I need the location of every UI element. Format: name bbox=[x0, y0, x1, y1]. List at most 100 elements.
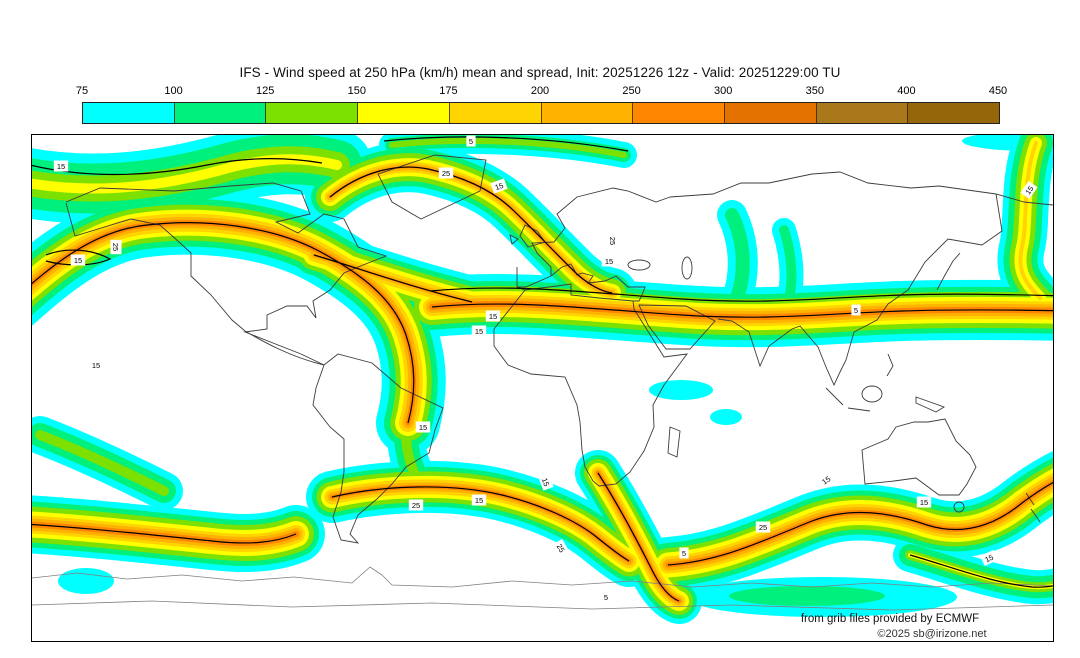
wind-speed-fill-layer bbox=[32, 135, 1053, 624]
colorbar-segment bbox=[724, 103, 817, 123]
coastline bbox=[953, 501, 965, 513]
svg-text:5: 5 bbox=[469, 137, 473, 146]
contour-label: 15 bbox=[1020, 180, 1038, 200]
svg-text:15: 15 bbox=[74, 256, 82, 265]
spread-contour bbox=[32, 523, 297, 544]
svg-text:15: 15 bbox=[475, 327, 483, 336]
svg-text:25: 25 bbox=[412, 501, 420, 510]
contour-label: 15 bbox=[980, 549, 998, 567]
contour-label: 15 bbox=[471, 325, 487, 337]
colorbar-tick-label: 150 bbox=[347, 85, 366, 97]
svg-text:5: 5 bbox=[682, 549, 686, 558]
colorbar-segment bbox=[174, 103, 267, 123]
svg-text:25: 25 bbox=[759, 523, 767, 532]
coastline bbox=[717, 193, 1003, 387]
svg-text:15: 15 bbox=[540, 477, 551, 488]
spread-contour bbox=[383, 136, 629, 152]
coastline bbox=[681, 256, 693, 280]
spread-contour bbox=[431, 303, 1053, 318]
svg-text:25: 25 bbox=[442, 169, 450, 178]
colorbar-segment bbox=[541, 103, 634, 123]
spread-contour bbox=[430, 287, 1053, 302]
coastline bbox=[493, 289, 688, 487]
wind-patch bbox=[649, 380, 713, 400]
colorbar-tick-label: 450 bbox=[988, 85, 1008, 97]
jet-band bbox=[35, 430, 169, 496]
world-map: 15 15 25 15 25 15 5 25 15 15 15 5 15 15 25 15 15 25 5 5 25 15… bbox=[31, 134, 1054, 642]
wind-patch bbox=[729, 586, 885, 606]
svg-text:15: 15 bbox=[605, 257, 613, 266]
contour-labels-layer: 15 15 25 15 25 15 5 25 15 15 15 5 15 15 25 15 15 25 5 5 25 15… bbox=[53, 135, 1038, 603]
contour-label: 25 bbox=[110, 239, 122, 255]
spread-contour bbox=[313, 254, 473, 303]
colorbar-segment bbox=[908, 103, 1000, 123]
colorbar-tick-label: 125 bbox=[256, 85, 275, 97]
colorbar-segment bbox=[449, 103, 542, 123]
contour-label: 15 bbox=[415, 421, 431, 433]
svg-text:5: 5 bbox=[854, 306, 858, 315]
chart-title: IFS - Wind speed at 250 hPa (km/h) mean … bbox=[239, 65, 841, 80]
spread-contour bbox=[597, 472, 680, 602]
coastlines-layer bbox=[32, 154, 1053, 611]
contour-label: 25 bbox=[438, 167, 454, 179]
coastline bbox=[32, 600, 1053, 611]
contour-label: 15 bbox=[538, 473, 554, 491]
svg-text:15: 15 bbox=[1023, 184, 1035, 196]
svg-text:15: 15 bbox=[419, 423, 427, 432]
svg-text:15: 15 bbox=[984, 553, 995, 565]
svg-text:15: 15 bbox=[494, 181, 505, 192]
spread-contour bbox=[667, 481, 1053, 566]
coastline bbox=[627, 259, 651, 271]
svg-text:15: 15 bbox=[92, 361, 100, 370]
coastline bbox=[32, 566, 1053, 588]
coastline bbox=[377, 154, 487, 220]
colorbar-segment bbox=[816, 103, 909, 123]
coastline bbox=[861, 418, 977, 496]
coastline bbox=[667, 426, 681, 458]
coastline bbox=[861, 385, 883, 403]
coastline bbox=[638, 304, 716, 350]
spread-contour bbox=[909, 554, 1053, 588]
colorbar-tick-label: 75 bbox=[75, 85, 89, 97]
colorbar-tick-label: 300 bbox=[714, 85, 733, 97]
contour-label: 15 bbox=[916, 496, 932, 508]
coastline bbox=[936, 252, 961, 291]
jet-band bbox=[389, 137, 627, 158]
contour-label: 15 bbox=[601, 255, 617, 267]
svg-text:15: 15 bbox=[820, 474, 832, 486]
coastline bbox=[65, 182, 388, 366]
wind-patch bbox=[710, 409, 742, 425]
svg-text:25: 25 bbox=[111, 243, 120, 251]
svg-text:15: 15 bbox=[57, 162, 65, 171]
spread-contour bbox=[32, 158, 323, 176]
colorbar-segment bbox=[633, 103, 725, 123]
colorbar-tick-label: 250 bbox=[622, 85, 641, 97]
svg-text:15: 15 bbox=[920, 498, 928, 507]
colorbar-segment bbox=[358, 103, 450, 123]
copyright-text: ©2025 sb@irizone.net bbox=[877, 628, 986, 640]
colorbar-tick-label: 200 bbox=[530, 85, 550, 97]
colorbar-tick-labels: 75 100 125 150 175 200 250 300 350 400 450 bbox=[76, 85, 1007, 98]
coastline bbox=[669, 171, 1053, 206]
colorbar-tick-label: 175 bbox=[439, 85, 458, 97]
jet-band bbox=[1018, 141, 1042, 300]
spread-contour bbox=[32, 222, 415, 424]
contour-label: 5 bbox=[466, 135, 476, 147]
svg-text:25: 25 bbox=[555, 542, 567, 554]
contour-label: 15 bbox=[70, 254, 86, 266]
coastline bbox=[1025, 492, 1041, 523]
contour-label: 15 bbox=[816, 471, 836, 489]
contour-label: 25 bbox=[755, 521, 771, 533]
coastline bbox=[825, 353, 946, 413]
contour-label: 15 bbox=[485, 310, 501, 322]
contour-label: 25 bbox=[408, 499, 424, 511]
coastline bbox=[509, 234, 519, 245]
colorbar-tick-label: 100 bbox=[164, 85, 183, 97]
colorbar-segment bbox=[83, 103, 175, 123]
attribution-text: from grib files provided by ECMWF bbox=[801, 613, 979, 625]
jet-band bbox=[779, 225, 797, 308]
colorbar-tick-label: 400 bbox=[897, 85, 916, 97]
svg-text:15: 15 bbox=[475, 496, 483, 505]
contour-label: 25 bbox=[552, 539, 570, 557]
contour-label: 15 bbox=[490, 178, 508, 194]
